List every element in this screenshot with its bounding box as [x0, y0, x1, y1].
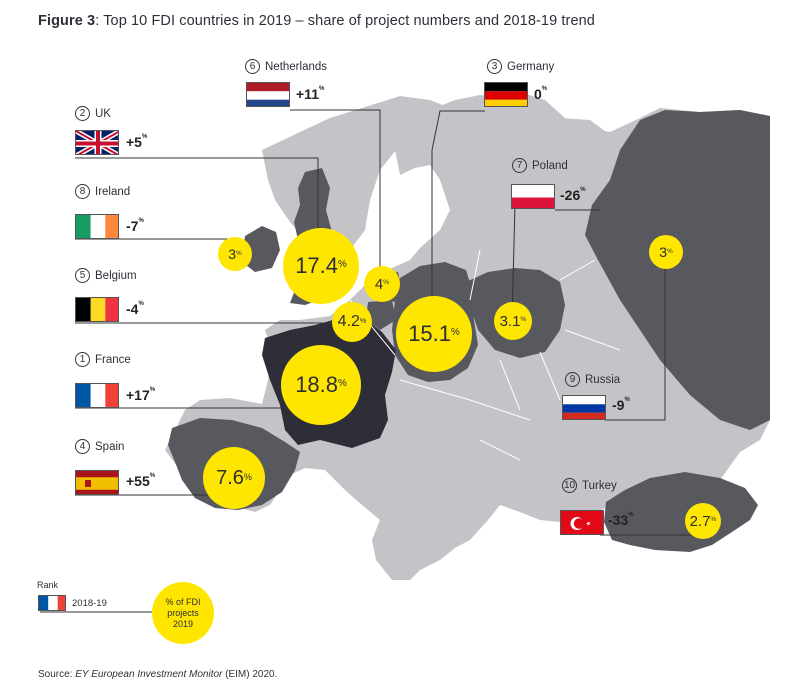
flag-poland [511, 184, 555, 209]
country-turkey [604, 472, 758, 552]
trend-netherlands: +11% [296, 86, 325, 102]
label-uk: 2 UK [75, 106, 111, 121]
country-borders [349, 249, 621, 461]
land-italy [410, 432, 482, 518]
ireland-flag-icon [76, 215, 118, 238]
russia-flag-icon [563, 396, 605, 419]
trend-turkey: -33% [608, 512, 634, 528]
label-spain: 4 Spain [75, 439, 124, 454]
leader-lines [40, 109, 703, 613]
leader-netherlands [290, 109, 381, 270]
bubble-spain: 7.6% [203, 447, 265, 509]
legend-bubble: % of FDI projects 2019 [152, 582, 214, 644]
label-germany: 3 Germany [487, 59, 554, 74]
source-note: Source: EY European Investment Monitor (… [38, 669, 278, 680]
legend-rank-label: Rank [37, 580, 59, 590]
leader-russia [605, 252, 666, 421]
uk-flag-icon [76, 131, 118, 154]
label-russia: 9 Russia [565, 372, 620, 387]
label-belgium: 5 Belgium [75, 268, 137, 283]
country-belgium [366, 300, 396, 330]
label-poland: 7 Poland [512, 158, 568, 173]
flag-uk [75, 130, 119, 155]
flag-germany [484, 82, 528, 107]
country-ireland [242, 226, 280, 272]
flag-france [75, 383, 119, 408]
france-flag-icon [39, 596, 65, 610]
land-scandinavia [395, 95, 570, 238]
trend-spain: +55% [126, 473, 156, 489]
trend-belgium: -4% [126, 301, 144, 317]
bubble-germany: 15.1% [396, 296, 472, 372]
label-france: 1 France [75, 352, 131, 367]
france-flag-icon [76, 384, 118, 407]
label-ireland: 8 Ireland [75, 184, 130, 199]
trend-ireland: -7% [126, 218, 144, 234]
land-finland [555, 118, 610, 210]
leader-germany [431, 110, 485, 330]
trend-russia: -9% [612, 397, 630, 413]
bubble-uk: 17.4% [283, 228, 359, 304]
bubble-france: 18.8% [281, 345, 361, 425]
country-russia [585, 110, 770, 430]
belgium-flag-icon [76, 298, 118, 321]
trend-germany: 0% [534, 86, 548, 102]
flag-turkey [560, 510, 604, 535]
legend-years: 2018-19 [72, 598, 107, 609]
flag-spain [75, 470, 119, 495]
flag-belgium [75, 297, 119, 322]
flag-russia [562, 395, 606, 420]
flag-ireland [75, 214, 119, 239]
label-netherlands: 6 Netherlands [245, 59, 327, 74]
bubble-ireland: 3% [218, 237, 252, 271]
flag-netherlands [246, 82, 290, 107]
bubble-netherlands: 4% [364, 266, 400, 302]
trend-poland: -26% [560, 187, 586, 203]
label-turkey: 10 Turkey [562, 478, 617, 493]
bubble-poland: 3.1% [494, 302, 532, 340]
leader-uk [75, 157, 319, 240]
netherlands-flag-icon [247, 83, 289, 106]
trend-uk: +5% [126, 134, 148, 150]
bubble-belgium: 4.2% [332, 302, 372, 342]
trend-france: +17% [126, 387, 156, 403]
legend-flag [38, 595, 66, 611]
spain-flag-icon [76, 471, 118, 494]
germany-flag-icon [485, 83, 527, 106]
turkey-flag-icon [561, 511, 603, 534]
leader-poland [511, 204, 516, 321]
bubble-turkey: 2.7% [685, 503, 721, 539]
bubble-russia: 3% [649, 235, 683, 269]
figure-title: Figure 3: Top 10 FDI countries in 2019 –… [38, 13, 595, 29]
poland-flag-icon [512, 185, 554, 208]
